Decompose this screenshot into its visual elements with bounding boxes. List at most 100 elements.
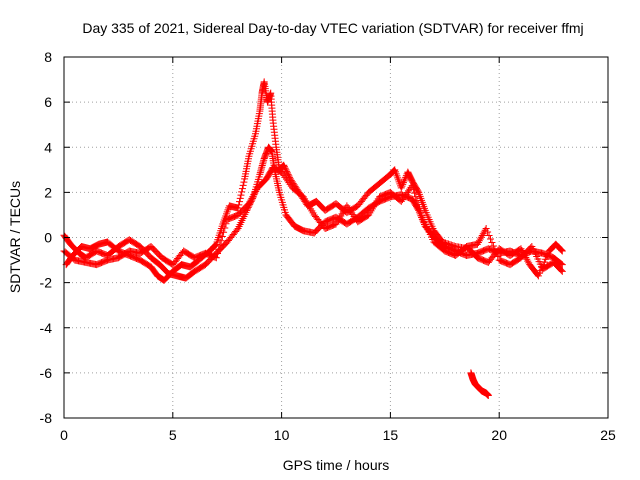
data-point <box>349 211 357 219</box>
data-point <box>281 163 289 171</box>
data-point <box>492 249 500 257</box>
series-track-d <box>467 369 492 399</box>
data-point <box>443 240 451 248</box>
data-point <box>347 207 355 215</box>
data-point <box>281 173 289 181</box>
y-tick-label: -6 <box>40 365 53 381</box>
data-point <box>214 250 222 258</box>
data-point <box>222 220 230 228</box>
data-point <box>473 240 481 248</box>
data-point <box>479 230 487 238</box>
data-point <box>239 181 247 189</box>
data-point <box>280 161 288 169</box>
x-tick-label: 15 <box>383 427 399 443</box>
data-point <box>494 253 502 261</box>
data-point <box>285 179 293 187</box>
data-point <box>488 239 496 247</box>
data-point <box>397 184 405 192</box>
data-point <box>351 214 359 222</box>
data-point <box>412 193 420 201</box>
data-point <box>523 255 531 263</box>
data-point <box>450 242 458 250</box>
y-tick-label: -2 <box>40 275 53 291</box>
data-point <box>474 239 482 247</box>
data-point <box>401 192 409 200</box>
data-point <box>449 242 457 250</box>
data-point <box>484 228 492 236</box>
data-point <box>475 237 483 245</box>
data-point <box>486 235 494 243</box>
data-point <box>350 212 358 220</box>
data-point <box>220 228 228 236</box>
data-point <box>284 177 292 185</box>
data-point <box>444 240 452 248</box>
data-point <box>238 188 246 196</box>
series-track-b <box>62 78 566 284</box>
data-point <box>417 208 425 216</box>
data-point <box>415 204 423 212</box>
y-tick-label: 0 <box>44 230 52 246</box>
chart-title: Day 335 of 2021, Sidereal Day-to-day VTE… <box>82 20 583 36</box>
data-point <box>211 242 219 250</box>
data-point <box>485 231 493 239</box>
y-tick-label: 4 <box>44 139 52 155</box>
data-point <box>236 194 244 202</box>
y-tick-label: 2 <box>44 184 52 200</box>
data-point <box>557 266 565 274</box>
data-point <box>517 245 525 253</box>
data-point <box>278 168 286 176</box>
data-point <box>247 196 255 204</box>
data-point <box>477 233 485 241</box>
data-point <box>249 193 257 201</box>
grid <box>64 57 608 418</box>
data-point <box>400 177 408 185</box>
data-point <box>245 200 253 208</box>
data-point <box>403 189 411 197</box>
data-point <box>397 197 405 205</box>
data-point <box>344 204 352 212</box>
data-point <box>558 247 566 255</box>
data-point <box>281 164 289 172</box>
data-point <box>400 194 408 202</box>
data-point <box>280 172 288 180</box>
data-point <box>440 239 448 247</box>
data-point <box>557 260 565 268</box>
data-point <box>476 235 484 243</box>
y-axis-label: SDTVAR / TECUs <box>7 181 23 293</box>
data-point <box>405 187 413 195</box>
data-points <box>60 78 566 399</box>
data-point <box>442 239 450 247</box>
data-point <box>282 166 290 174</box>
data-point <box>348 209 356 217</box>
data-point <box>343 202 351 210</box>
series-track-c <box>60 164 566 275</box>
data-point <box>234 204 242 212</box>
data-point <box>238 185 246 193</box>
data-point <box>408 182 416 190</box>
y-tick-label: -8 <box>40 410 53 426</box>
data-point <box>218 232 226 240</box>
data-point <box>558 246 566 254</box>
data-point <box>491 246 499 254</box>
data-point <box>217 237 225 245</box>
data-point <box>248 194 256 202</box>
axis-ticks: 0 5 10 15 20 25 -8 -6 -4 -2 0 2 4 6 8 <box>40 49 616 443</box>
data-point <box>478 231 486 239</box>
y-tick-label: 8 <box>44 49 52 65</box>
x-tick-label: 5 <box>169 427 177 443</box>
data-point <box>409 185 417 193</box>
data-point <box>250 191 258 199</box>
y-tick-label: -4 <box>40 320 53 336</box>
data-point <box>398 182 406 190</box>
data-point <box>524 257 532 265</box>
data-point <box>399 179 407 187</box>
y-tick-label: 6 <box>44 94 52 110</box>
data-point <box>411 189 419 197</box>
x-axis-label: GPS time / hours <box>283 457 390 473</box>
data-point <box>240 178 248 186</box>
x-tick-label: 20 <box>491 427 507 443</box>
data-point <box>284 170 292 178</box>
data-point <box>418 212 426 220</box>
data-point <box>401 175 409 183</box>
data-point <box>252 187 260 195</box>
